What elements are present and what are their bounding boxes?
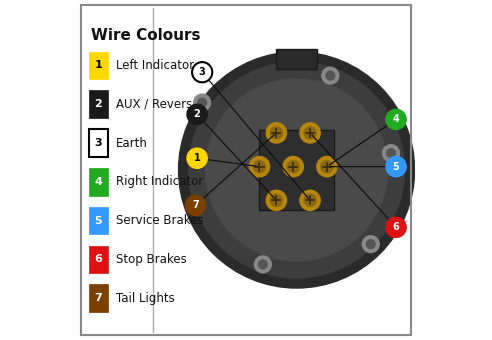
Circle shape: [283, 156, 304, 177]
Text: 7: 7: [94, 293, 102, 303]
Text: 4: 4: [393, 115, 400, 124]
Circle shape: [249, 156, 270, 177]
Text: Tail Lights: Tail Lights: [116, 292, 175, 305]
Circle shape: [188, 62, 404, 278]
Circle shape: [287, 160, 299, 173]
Text: 2: 2: [194, 109, 200, 119]
Circle shape: [179, 52, 415, 288]
Text: AUX / Reverse: AUX / Reverse: [116, 98, 200, 111]
FancyBboxPatch shape: [89, 207, 108, 234]
Circle shape: [387, 149, 396, 157]
Circle shape: [304, 127, 316, 139]
Circle shape: [253, 160, 266, 173]
Text: Earth: Earth: [116, 137, 148, 150]
Circle shape: [258, 260, 267, 269]
Circle shape: [321, 160, 333, 173]
Circle shape: [386, 156, 406, 177]
Text: 1: 1: [194, 153, 200, 163]
Text: 3: 3: [199, 67, 206, 77]
Text: 6: 6: [393, 222, 400, 232]
Circle shape: [270, 127, 282, 139]
Circle shape: [187, 104, 207, 124]
Text: Stop Brakes: Stop Brakes: [116, 253, 187, 266]
Circle shape: [187, 148, 207, 168]
Circle shape: [198, 98, 207, 107]
Text: 5: 5: [393, 162, 400, 172]
Circle shape: [194, 94, 211, 111]
Circle shape: [317, 156, 337, 177]
FancyBboxPatch shape: [89, 284, 108, 312]
Circle shape: [192, 62, 212, 82]
Circle shape: [322, 67, 338, 84]
Text: Right Indicator: Right Indicator: [116, 175, 203, 188]
FancyBboxPatch shape: [277, 49, 317, 69]
Circle shape: [326, 71, 335, 80]
FancyBboxPatch shape: [89, 90, 108, 118]
Text: Service Brakes: Service Brakes: [116, 214, 204, 227]
Circle shape: [300, 190, 320, 210]
Text: 7: 7: [192, 200, 199, 210]
Circle shape: [386, 109, 406, 130]
Circle shape: [386, 217, 406, 237]
Text: Left Indicator: Left Indicator: [116, 59, 194, 72]
Circle shape: [266, 190, 286, 210]
Text: 6: 6: [94, 254, 102, 265]
Circle shape: [304, 194, 316, 206]
Text: 3: 3: [94, 138, 102, 148]
Circle shape: [254, 256, 271, 273]
Circle shape: [266, 123, 286, 143]
Circle shape: [367, 240, 375, 249]
Text: Wire Colours: Wire Colours: [91, 28, 200, 44]
Circle shape: [362, 236, 379, 253]
FancyBboxPatch shape: [89, 245, 108, 273]
FancyBboxPatch shape: [89, 52, 108, 79]
Text: 5: 5: [94, 216, 102, 225]
Circle shape: [206, 79, 388, 261]
FancyBboxPatch shape: [89, 168, 108, 196]
Circle shape: [185, 195, 206, 216]
FancyBboxPatch shape: [89, 129, 108, 157]
Text: 2: 2: [94, 99, 102, 109]
Circle shape: [383, 145, 400, 162]
Text: 4: 4: [94, 177, 102, 187]
Circle shape: [270, 194, 282, 206]
Circle shape: [300, 123, 320, 143]
FancyBboxPatch shape: [259, 130, 334, 210]
Text: 1: 1: [94, 61, 102, 70]
